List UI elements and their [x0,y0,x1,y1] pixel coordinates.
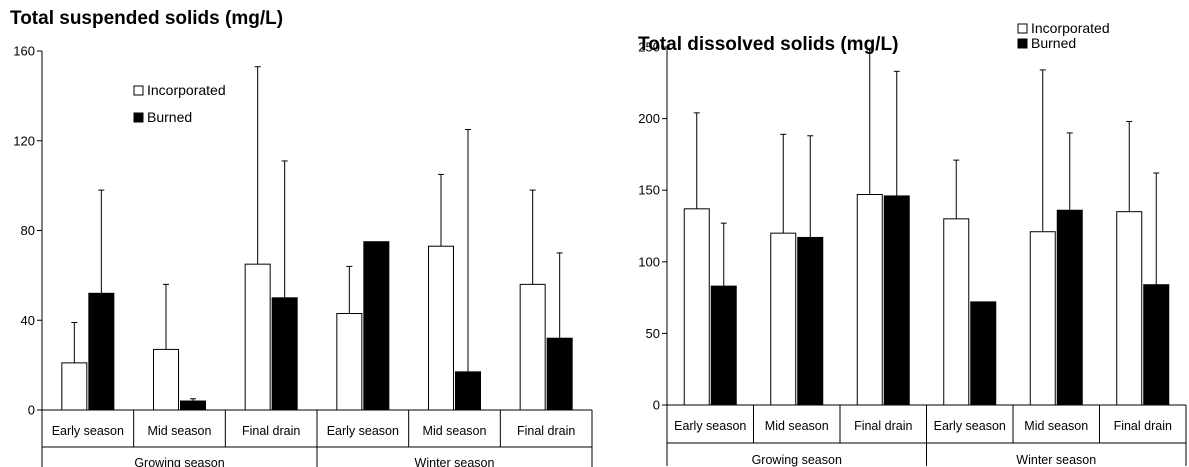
incorporated-bar [428,245,454,411]
y-tick-label: 160 [13,44,35,59]
y-tick-label: 150 [638,183,660,198]
group-label: Growing season [134,456,224,467]
y-tick-label: 250 [638,40,660,55]
incorporated-bar [61,362,88,411]
legend-label: Burned [147,109,192,125]
y-tick-label: 0 [28,403,35,418]
category-label: Mid season [765,419,829,433]
category-label: Early season [934,419,1006,433]
burned-bar [883,195,910,406]
legend-swatch [1017,38,1028,49]
legend-label: Incorporated [147,82,226,98]
group-label: Winter season [1016,453,1096,467]
y-tick-label: 200 [638,111,660,126]
group-label: Growing season [752,453,842,467]
category-label: Mid season [1024,419,1088,433]
category-label: Final drain [517,424,575,438]
category-label: Final drain [1114,419,1172,433]
burned-bar [1056,209,1083,406]
burned-bar [1143,284,1170,406]
incorporated-bar [943,218,970,406]
y-tick-label: 40 [21,313,35,328]
burned-bar [546,337,573,411]
y-tick-label: 0 [653,398,660,413]
burned-bar [363,241,390,411]
legend-label: Burned [1031,35,1076,51]
category-label: Mid season [423,424,487,438]
incorporated-bar [856,193,883,406]
legend-swatch [133,112,144,123]
burned-bar [797,236,824,406]
category-label: Early season [52,424,124,438]
legend-swatch [133,85,144,96]
y-tick-label: 80 [21,223,35,238]
category-label: Mid season [148,424,212,438]
incorporated-bar [1116,211,1143,406]
group-label: Winter season [415,456,495,467]
category-label: Final drain [854,419,912,433]
burned-bar [455,371,481,411]
legend-swatch [1017,23,1028,34]
burned-bar [271,297,298,411]
chart-title-tss: Total suspended solids (mg/L) [10,8,284,29]
category-label: Final drain [242,424,300,438]
category-label: Early season [674,419,746,433]
y-tick-label: 100 [638,254,660,269]
burned-bar [710,285,737,406]
y-tick-label: 50 [646,326,660,341]
incorporated-bar [683,208,710,406]
incorporated-bar [519,283,546,411]
legend-label: Incorporated [1031,20,1110,36]
incorporated-bar [336,313,363,411]
chart-title-tds: Total dissolved solids (mg/L) [638,34,899,55]
burned-bar [180,400,206,411]
incorporated-bar [244,263,271,411]
category-label: Early season [327,424,399,438]
incorporated-bar [770,232,797,406]
incorporated-bar [1029,231,1056,406]
burned-bar [88,292,115,411]
incorporated-bar [153,348,179,411]
burned-bar [970,301,997,406]
y-tick-label: 120 [13,133,35,148]
